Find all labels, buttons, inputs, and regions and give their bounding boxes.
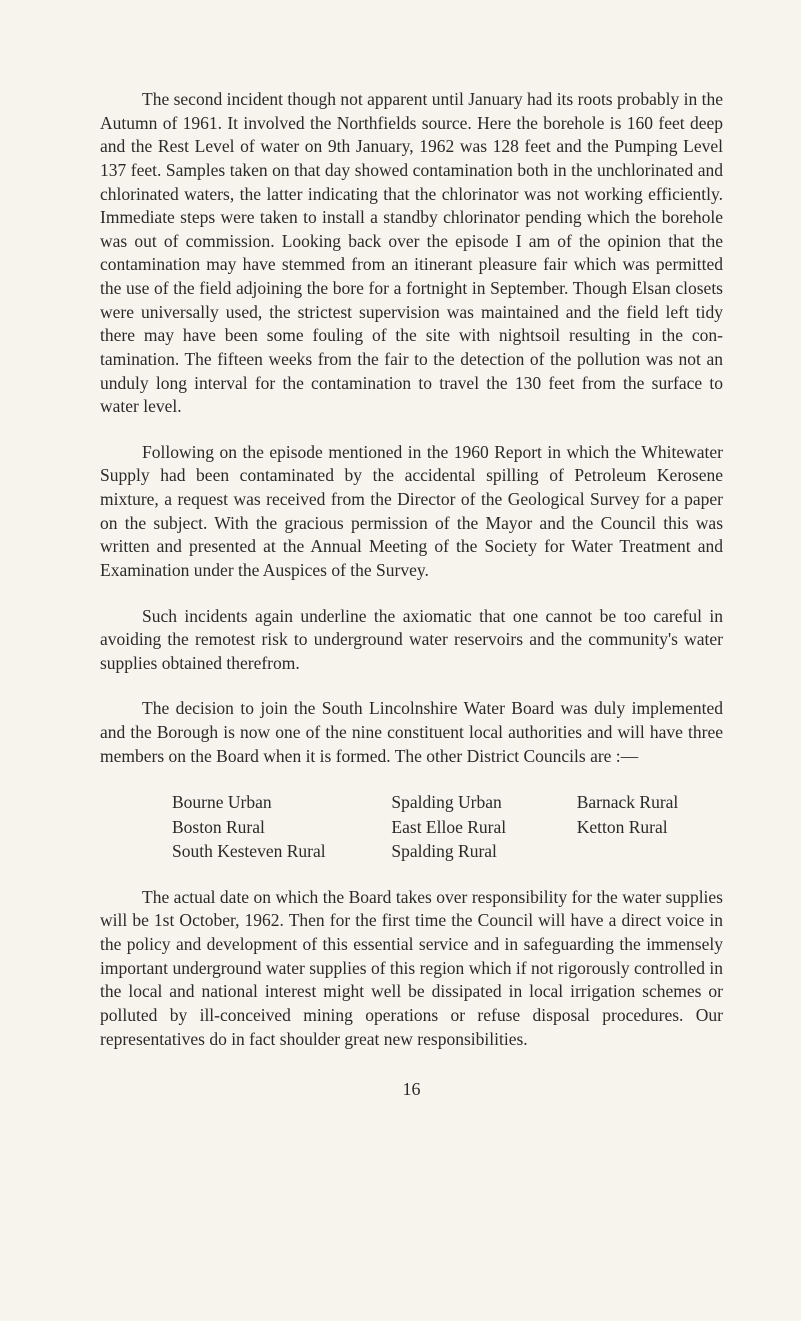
council-item: Barnack Rural bbox=[577, 790, 723, 815]
body-paragraph: The decision to join the South Lincolnsh… bbox=[100, 697, 723, 768]
body-paragraph: Following on the episode mentioned in th… bbox=[100, 441, 723, 583]
council-item: Ketton Rural bbox=[577, 815, 723, 840]
page-number: 16 bbox=[100, 1079, 723, 1100]
council-item: East Elloe Rural bbox=[391, 815, 576, 840]
council-item: South Kesteven Rural bbox=[172, 839, 391, 864]
councils-list: Bourne Urban Boston Rural South Kesteven… bbox=[172, 790, 723, 864]
body-paragraph: The actual date on which the Board takes… bbox=[100, 886, 723, 1051]
body-paragraph: The second incident though not apparent … bbox=[100, 88, 723, 419]
councils-column: Spalding Urban East Elloe Rural Spalding… bbox=[391, 790, 576, 864]
councils-column: Bourne Urban Boston Rural South Kesteven… bbox=[172, 790, 391, 864]
council-item: Spalding Urban bbox=[391, 790, 576, 815]
council-item: Bourne Urban bbox=[172, 790, 391, 815]
body-paragraph: Such incidents again underline the axiom… bbox=[100, 605, 723, 676]
council-item: Spalding Rural bbox=[391, 839, 576, 864]
council-item: Boston Rural bbox=[172, 815, 391, 840]
councils-column: Barnack Rural Ketton Rural bbox=[577, 790, 723, 864]
